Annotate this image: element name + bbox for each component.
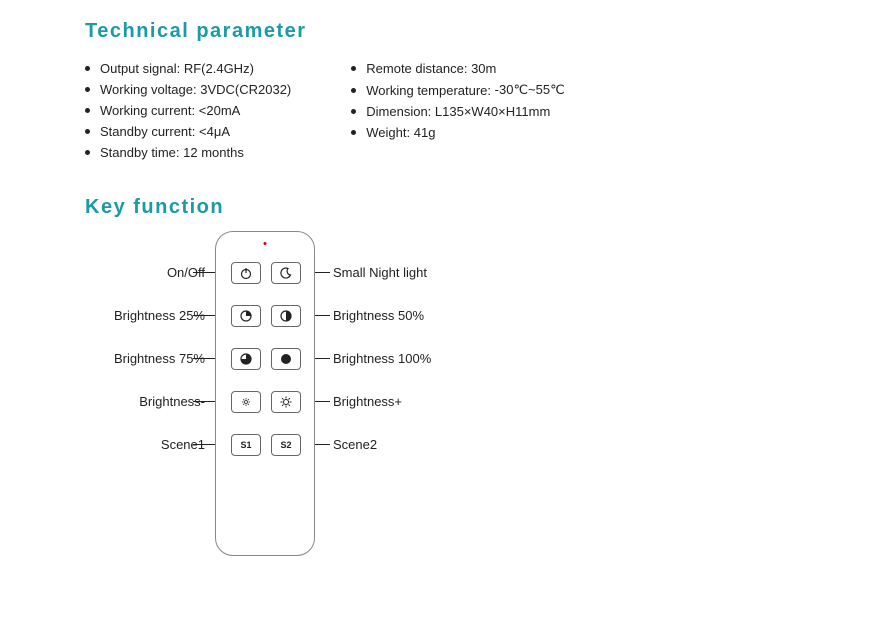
param-item: Standby current: <4μA [85,124,291,139]
param-item: Weight: 41g [351,125,564,140]
pie100-icon [279,352,293,366]
param-value: L135×W40×H11mm [435,104,550,119]
brightness-minus-button[interactable] [231,391,261,413]
param-label: Working current: [100,103,195,118]
param-value: <4μA [199,124,230,139]
s2-icon: S2 [280,440,291,450]
param-value: <20mA [199,103,241,118]
pie75-icon [239,352,253,366]
params-left-col: Output signal: RF(2.4GHz) Working voltag… [85,55,291,166]
pie25-icon [239,309,253,323]
param-item: Dimension: L135×W40×H11mm [351,104,564,119]
label-bplus: Brightness+ [333,394,402,409]
sun-small-icon [239,395,253,409]
moon-icon [279,266,293,280]
param-item: Working current: <20mA [85,103,291,118]
brightness-25-button[interactable] [231,305,261,327]
brightness-plus-button[interactable] [271,391,301,413]
param-label: Weight: [366,125,410,140]
remote-body: S1 S2 [215,231,315,556]
tech-param-title: Technical parameter [85,20,825,43]
param-item: Working temperature: -30℃~55℃ [351,82,564,98]
param-label: Dimension: [366,104,431,119]
pie50-icon [279,309,293,323]
label-b25: Brightness 25% [114,308,205,323]
param-label: Working temperature: [366,83,491,98]
scene1-button[interactable]: S1 [231,434,261,456]
param-label: Output signal: [100,61,180,76]
param-label: Working voltage: [100,82,197,97]
param-value: 41g [414,125,436,140]
label-b100: Brightness 100% [333,351,431,366]
power-icon [239,266,253,280]
param-item: Remote distance: 30m [351,61,564,76]
param-value: 3VDC(CR2032) [200,82,291,97]
power-button[interactable] [231,262,261,284]
param-item: Working voltage: 3VDC(CR2032) [85,82,291,97]
brightness-75-button[interactable] [231,348,261,370]
param-item: Output signal: RF(2.4GHz) [85,61,291,76]
param-label: Standby current: [100,124,195,139]
key-function-title: Key function [85,196,825,219]
label-b50: Brightness 50% [333,308,424,323]
param-item: Standby time: 12 months [85,145,291,160]
params-container: Output signal: RF(2.4GHz) Working voltag… [85,55,825,166]
s1-icon: S1 [240,440,251,450]
param-value: RF(2.4GHz) [184,61,254,76]
label-nightlight: Small Night light [333,265,427,280]
label-b75: Brightness 75% [114,351,205,366]
param-value: -30℃~55℃ [495,82,565,98]
param-label: Remote distance: [366,61,467,76]
sun-big-icon [279,395,293,409]
label-scene2: Scene2 [333,437,377,452]
param-label: Standby time: [100,145,180,160]
params-right-col: Remote distance: 30m Working temperature… [351,55,564,166]
scene2-button[interactable]: S2 [271,434,301,456]
night-light-button[interactable] [271,262,301,284]
param-value: 12 months [183,145,244,160]
led-indicator-icon [264,242,267,245]
key-function-area: On/Off Brightness 25% Brightness 75% Bri… [85,231,825,571]
brightness-100-button[interactable] [271,348,301,370]
brightness-50-button[interactable] [271,305,301,327]
param-value: 30m [471,61,496,76]
